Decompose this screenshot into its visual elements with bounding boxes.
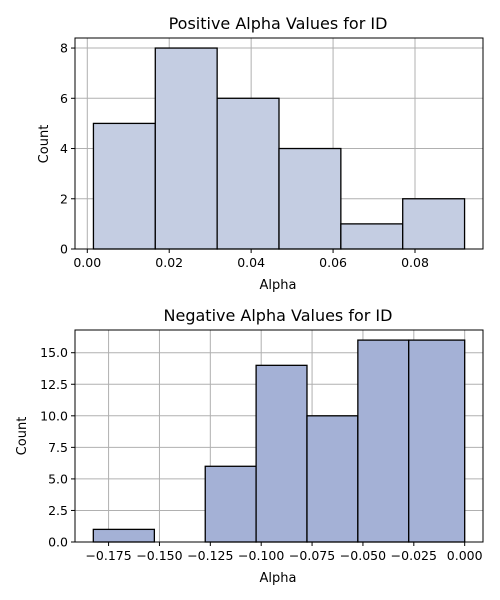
y-tick-label: 2.5: [48, 503, 68, 518]
chart-title: Positive Alpha Values for ID: [169, 14, 388, 33]
histogram-bar: [402, 198, 466, 250]
x-tick-label: 0.04: [237, 255, 265, 270]
histogram-bar: [154, 47, 218, 250]
y-tick-label: 5.0: [48, 471, 68, 486]
y-tick-label: 0.0: [48, 535, 68, 550]
y-tick-label: 0: [60, 242, 68, 257]
x-tick-label: −0.075: [289, 548, 335, 563]
x-tick-label: −0.125: [187, 548, 233, 563]
x-tick-label: 0.08: [401, 255, 429, 270]
y-tick-label: 7.5: [48, 440, 68, 455]
chart-title: Negative Alpha Values for ID: [164, 306, 393, 325]
x-tick-label: −0.100: [238, 548, 284, 563]
x-axis-label: Alpha: [260, 278, 297, 293]
x-tick-label: 0.06: [319, 255, 347, 270]
x-tick-label: −0.175: [85, 548, 131, 563]
y-tick-label: 8: [60, 41, 68, 56]
histogram-bar: [357, 339, 410, 543]
y-tick-label: 6: [60, 91, 68, 106]
x-axis-label: Alpha: [260, 571, 297, 586]
plot-area: [74, 37, 484, 250]
y-axis-label: Count: [15, 417, 30, 456]
x-tick-label: 0.000: [447, 548, 483, 563]
y-tick-label: 12.5: [40, 377, 68, 392]
histogram-bar: [216, 97, 280, 250]
y-tick-label: 10.0: [40, 408, 68, 423]
x-tick-label: −0.150: [136, 548, 182, 563]
histogram-bar: [255, 364, 308, 543]
x-tick-label: 0.00: [73, 255, 101, 270]
negative-alpha-chart: Negative Alpha Values for ID −0.175 −0.15…: [15, 306, 484, 586]
histogram-bar: [408, 339, 466, 543]
positive-alpha-chart: Positive Alpha Values for ID 0.00 0.02 0.0…: [37, 14, 484, 293]
y-tick-label: 4: [60, 141, 68, 156]
x-tick-label: 0.02: [155, 255, 183, 270]
plot-area: [74, 329, 484, 543]
x-tick-label: −0.050: [340, 548, 386, 563]
histogram-bar: [92, 122, 156, 250]
x-tick-label: −0.025: [391, 548, 437, 563]
y-tick-label: 2: [60, 191, 68, 206]
histogram-bar: [92, 528, 156, 543]
histogram-bar: [278, 147, 342, 250]
histogram-bar: [306, 415, 359, 543]
y-axis-label: Count: [37, 125, 52, 164]
y-tick-label: 15.0: [40, 345, 68, 360]
histogram-bar: [340, 223, 404, 250]
histogram-bar: [204, 465, 257, 543]
